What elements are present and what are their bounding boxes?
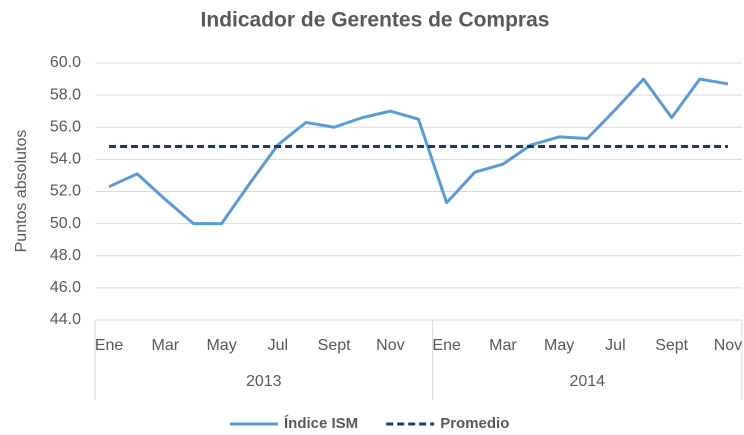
- y-tick-label: 58.0: [50, 86, 81, 103]
- legend-label: Índice ISM: [284, 415, 358, 432]
- y-axis-label: Puntos absolutos: [13, 130, 30, 253]
- y-tick-label: 44.0: [50, 311, 81, 328]
- x-tick-label: Nov: [376, 337, 404, 354]
- y-tick-label: 52.0: [50, 183, 81, 200]
- x-tick-label: Ene: [432, 337, 461, 354]
- y-tick-label: 46.0: [50, 279, 81, 296]
- x-tick-label: May: [206, 337, 236, 354]
- x-tick-label: Sept: [318, 337, 351, 354]
- x-tick-label: Jul: [605, 337, 625, 354]
- x-tick-label: Mar: [152, 337, 180, 354]
- x-group-label: 2013: [246, 373, 282, 390]
- x-group-label: 2014: [569, 373, 605, 390]
- x-tick-label: Sept: [655, 337, 688, 354]
- y-tick-label: 60.0: [50, 54, 81, 71]
- chart-title: Indicador de Gerentes de Compras: [201, 9, 550, 32]
- x-tick-label: Nov: [714, 337, 742, 354]
- series-line: [108, 77, 729, 226]
- y-tick-label: 56.0: [50, 118, 81, 135]
- legend-label: Promedio: [440, 415, 509, 432]
- y-tick-label: 50.0: [50, 215, 81, 232]
- x-tick-label: Ene: [95, 337, 124, 354]
- x-tick-label: May: [544, 337, 574, 354]
- x-tick-label: Mar: [489, 337, 517, 354]
- y-tick-label: 48.0: [50, 247, 81, 264]
- y-tick-label: 54.0: [50, 151, 81, 168]
- x-tick-label: Jul: [268, 337, 288, 354]
